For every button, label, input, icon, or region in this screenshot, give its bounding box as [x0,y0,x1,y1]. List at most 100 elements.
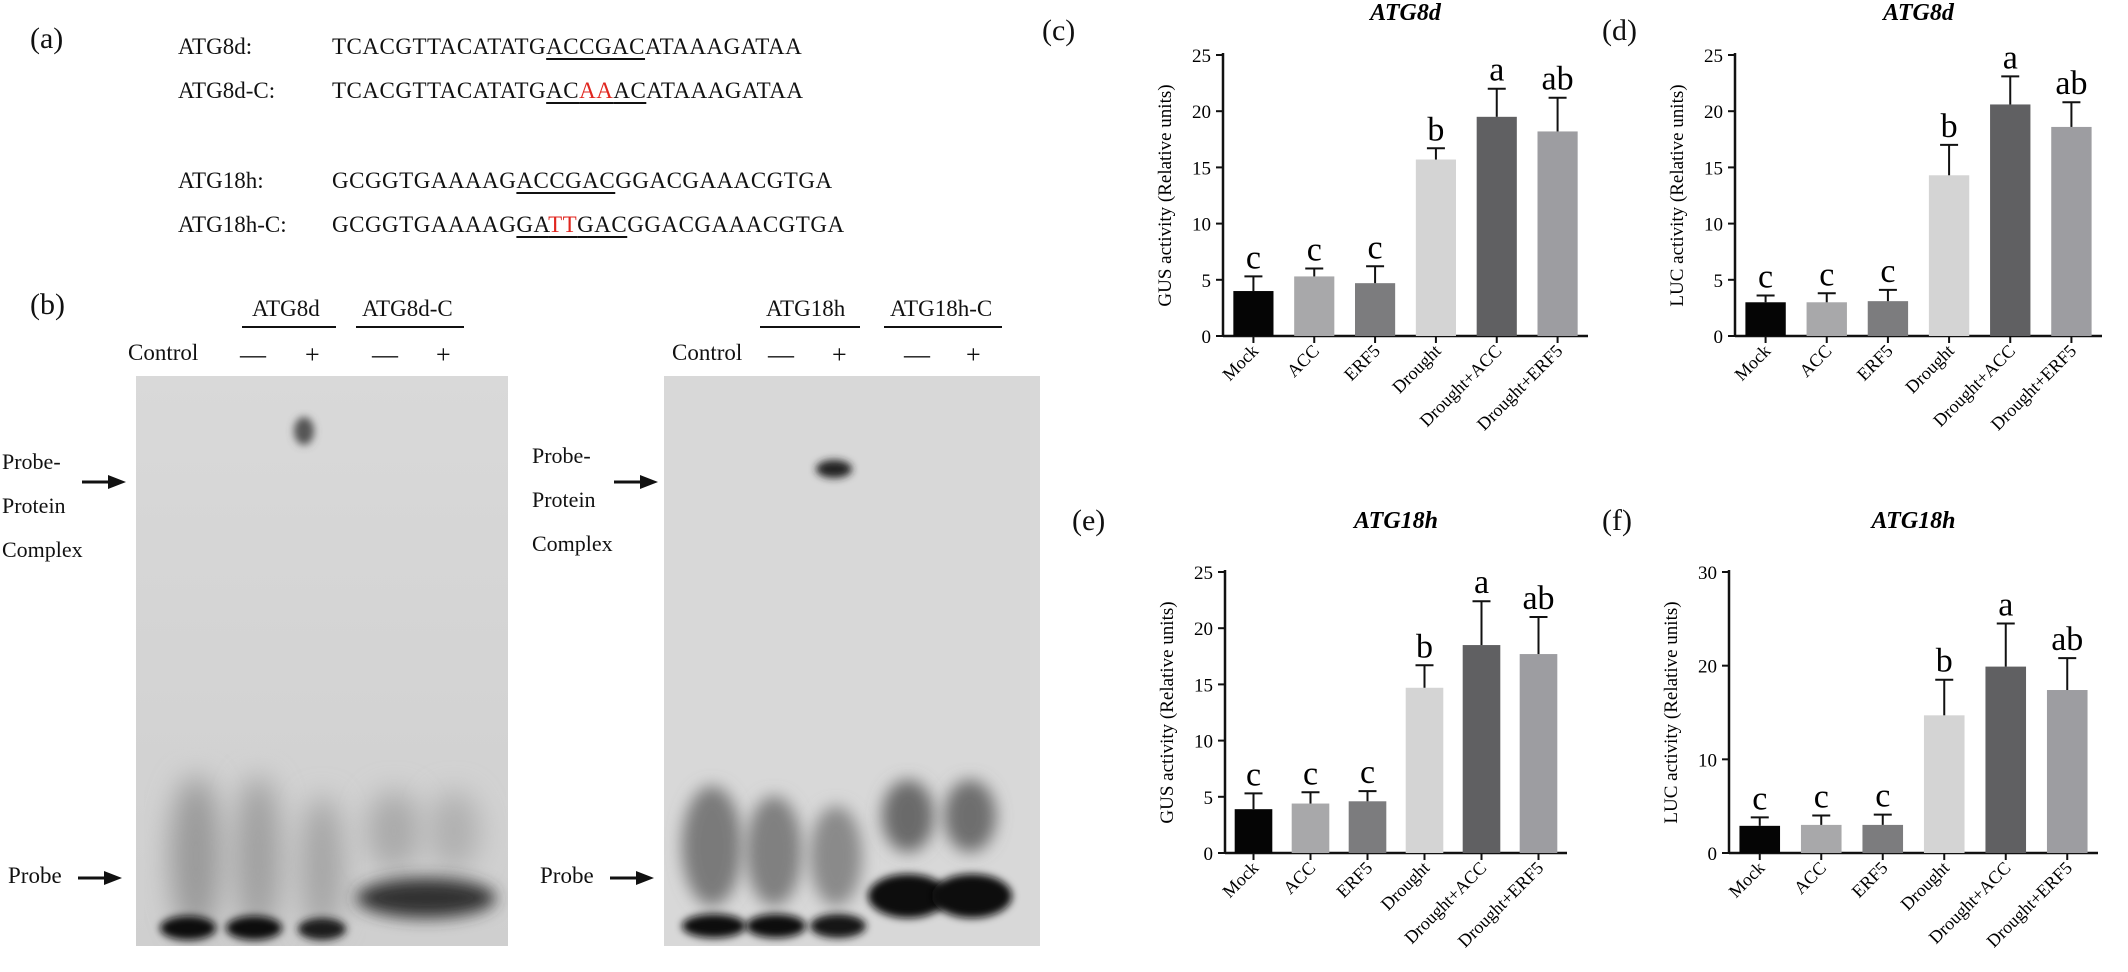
gel-left-group1-line [242,326,336,328]
x-tick-label: Mock [1218,858,1262,902]
significance-letter: b [1941,108,1958,145]
panel-c-label: (c) [1042,14,1076,47]
x-tick-label: Mock [1731,341,1775,385]
gel-right-group1-line [760,326,860,328]
bar [1990,104,2031,337]
y-tick-label: 5 [1202,271,1212,292]
panel-d-label: (d) [1602,14,1637,47]
complex-line-3: Complex [532,531,613,556]
significance-letter: c [1819,256,1834,293]
significance-letter: c [1246,756,1261,793]
y-tick-label: 15 [1704,158,1723,179]
y-tick-label: 5 [1714,271,1724,292]
mutated-bases: AA [579,78,614,103]
bar [1985,666,2027,853]
significance-letter: a [1998,587,2013,624]
bar [1867,301,1909,336]
motif-underline: GATTGAC [516,212,628,237]
panel-b-label: (b) [30,288,65,321]
bar-chart-e: ATG18h 0 5 10 15 20 25 GUS activity (Relative u… [1157,508,1567,951]
gel-right-plus-2: + [966,340,981,369]
gel-left-plus-1: + [305,340,320,369]
significance-letter: ab [1522,580,1554,617]
significance-letter: b [1427,111,1444,148]
x-tick-label: ACC [1790,858,1830,898]
bar [1928,175,1970,336]
gel-right-complex-label: Probe- Protein Complex [532,434,613,566]
bar [1739,825,1781,853]
y-axis-label: LUC activity (Relative units) [1661,601,1682,823]
y-tick-label: 10 [1194,732,1213,753]
bar [1923,715,1965,853]
gel-left-group1: ATG8d [252,296,320,321]
gel-right-control: Control [672,340,743,365]
y-axis-label: GUS activity (Relative units) [1155,84,1176,306]
complex-line-3: Complex [2,537,83,562]
y-tick-label: 25 [1192,46,1211,67]
gel-right-complex-arrow-icon [614,475,658,489]
gel-right-group2: ATG18h-C [890,296,993,321]
bar [1233,291,1274,336]
gel-left-complex-label: Probe- Protein Complex [2,440,83,572]
motif-underline: ACCGAC [546,34,646,59]
bar [1745,302,1786,336]
y-tick-label: 20 [1194,619,1213,640]
y-tick-label: 20 [1192,102,1211,123]
gel-right-minus-1: — [768,340,794,369]
y-tick-label: 10 [1698,750,1717,771]
x-tick-label: ERF5 [1340,341,1384,385]
bar [1806,302,1847,336]
bar [1415,159,1456,336]
y-tick-label: 0 [1708,844,1718,865]
significance-letter: b [1416,628,1433,665]
significance-letter: c [1307,232,1322,269]
gel-left-minus-2: — [372,340,398,369]
bar [1348,801,1387,853]
x-tick-label: ACC [1283,341,1323,381]
significance-letter: c [1875,778,1890,815]
bar-chart-c: ATG8d 0 5 10 15 20 25 GUS activity (Relative un… [1155,0,1588,434]
gel-left-probe-label: Probe [8,863,62,888]
bar [1234,809,1273,853]
bar [1405,687,1444,853]
motif-underline: ACCGAC [516,168,616,193]
gel-left-group2-line [356,326,464,328]
significance-letter: c [1368,229,1383,266]
gel-right-plus-1: + [832,340,847,369]
x-tick-label: ERF5 [1853,341,1897,385]
bar-chart-f: ATG18h 0 10 20 30 LUC activity (Relative unit… [1661,508,2098,951]
sequence-name: ATG18h-C: [178,212,287,237]
significance-letter: ab [2055,65,2087,102]
y-tick-label: 25 [1704,46,1723,67]
chart-title: ATG18h [1352,508,1438,534]
bar [1519,654,1558,853]
significance-letter: c [1360,754,1375,791]
x-tick-label: ERF5 [1332,858,1376,902]
y-axis-label: GUS activity (Relative units) [1157,601,1178,823]
significance-letter: a [1474,564,1489,601]
bar [1537,131,1578,336]
x-tick-label: ERF5 [1848,858,1892,902]
complex-line-1: Probe- [532,443,591,468]
mutated-bases: TT [548,212,578,237]
bar-chart-d: ATG8d 0 5 10 15 20 25 LUC activity (Relative un… [1667,0,2102,434]
y-tick-label: 30 [1698,563,1717,584]
y-tick-label: 15 [1192,158,1211,179]
significance-letter: c [1752,780,1767,817]
x-tick-label: Mock [1725,858,1769,902]
gel-left-plus-2: + [436,340,451,369]
gel-left-minus-1: — [240,340,266,369]
bar [1862,824,1904,853]
bar [2051,126,2092,336]
gel-image-right [664,376,1040,946]
gel-left-probe-arrow-icon [78,871,122,885]
bar [1800,824,1842,853]
significance-letter: b [1936,643,1953,680]
gel-right-probe-label: Probe [540,863,594,888]
x-tick-label: Drought [1897,858,1954,915]
y-tick-label: 10 [1192,215,1211,236]
bar [1476,116,1517,336]
x-tick-label: ACC [1795,341,1835,381]
bar [1291,803,1330,853]
complex-line-2: Protein [532,487,596,512]
